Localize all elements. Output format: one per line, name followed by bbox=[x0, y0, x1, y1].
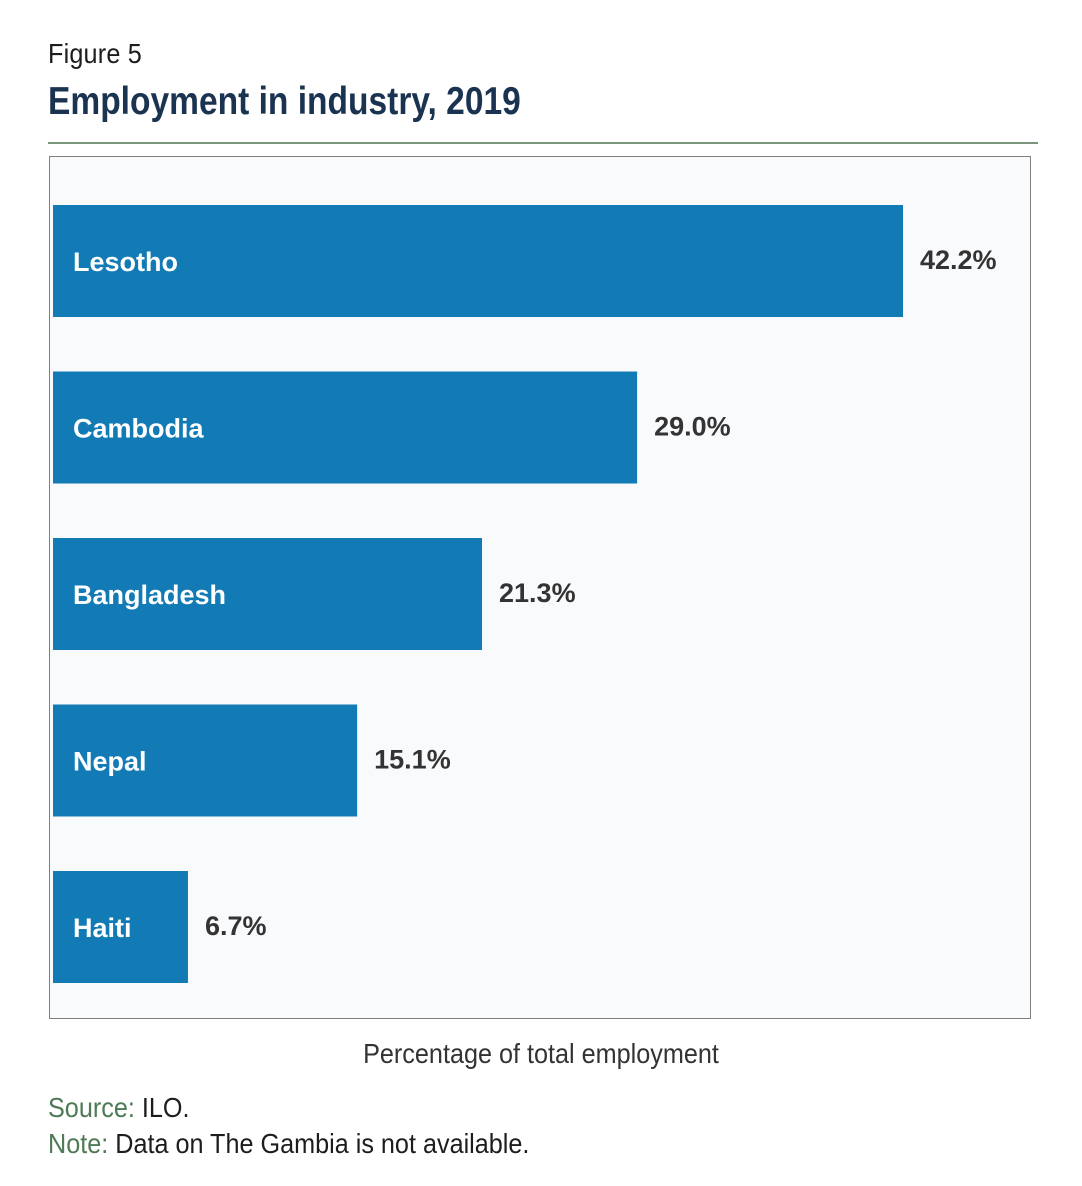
bar-bangladesh bbox=[53, 538, 483, 650]
bar-haiti bbox=[53, 871, 188, 983]
category-label-cambodia: Cambodia bbox=[73, 414, 205, 444]
bar-cambodia bbox=[53, 371, 638, 484]
bar-group-lesotho: Lesotho 42.2% bbox=[53, 205, 997, 317]
bar-nepal bbox=[53, 704, 358, 817]
category-label-haiti: Haiti bbox=[73, 913, 132, 943]
chart-title: Employment in industry, 2019 bbox=[48, 80, 521, 123]
value-label-lesotho: 42.2% bbox=[920, 245, 997, 275]
value-label-haiti: 6.7% bbox=[205, 911, 267, 941]
source-key: Source: bbox=[48, 1092, 135, 1123]
bar-chart: Lesotho 42.2% Cambodia 29.0% Bangladesh 21.3%… bbox=[53, 205, 997, 983]
bar-lesotho bbox=[53, 205, 903, 317]
figure-label: Figure 5 bbox=[48, 38, 142, 69]
source-note: Source: ILO. bbox=[48, 1092, 189, 1124]
value-label-bangladesh: 21.3% bbox=[499, 578, 576, 608]
category-label-nepal: Nepal bbox=[73, 747, 147, 777]
bar-group-haiti: Haiti 6.7% bbox=[53, 871, 266, 983]
note-key: Note: bbox=[48, 1128, 109, 1159]
category-label-bangladesh: Bangladesh bbox=[73, 580, 226, 610]
note-text: Data on The Gambia is not available. bbox=[108, 1128, 530, 1159]
source-text: ILO. bbox=[134, 1092, 190, 1123]
x-axis-label: Percentage of total employment bbox=[363, 1038, 719, 1069]
value-label-nepal: 15.1% bbox=[374, 745, 451, 775]
data-note: Note: Data on The Gambia is not availabl… bbox=[48, 1128, 529, 1160]
value-label-cambodia: 29.0% bbox=[654, 412, 731, 442]
title-divider bbox=[48, 142, 1038, 144]
bar-group-bangladesh: Bangladesh 21.3% bbox=[53, 538, 576, 650]
category-label-lesotho: Lesotho bbox=[73, 247, 178, 277]
chart-area: Lesotho 42.2% Cambodia 29.0% Bangladesh 21.3%… bbox=[49, 156, 1031, 1019]
bar-group-cambodia: Cambodia 29.0% bbox=[53, 371, 731, 484]
bar-group-nepal: Nepal 15.1% bbox=[53, 704, 451, 817]
